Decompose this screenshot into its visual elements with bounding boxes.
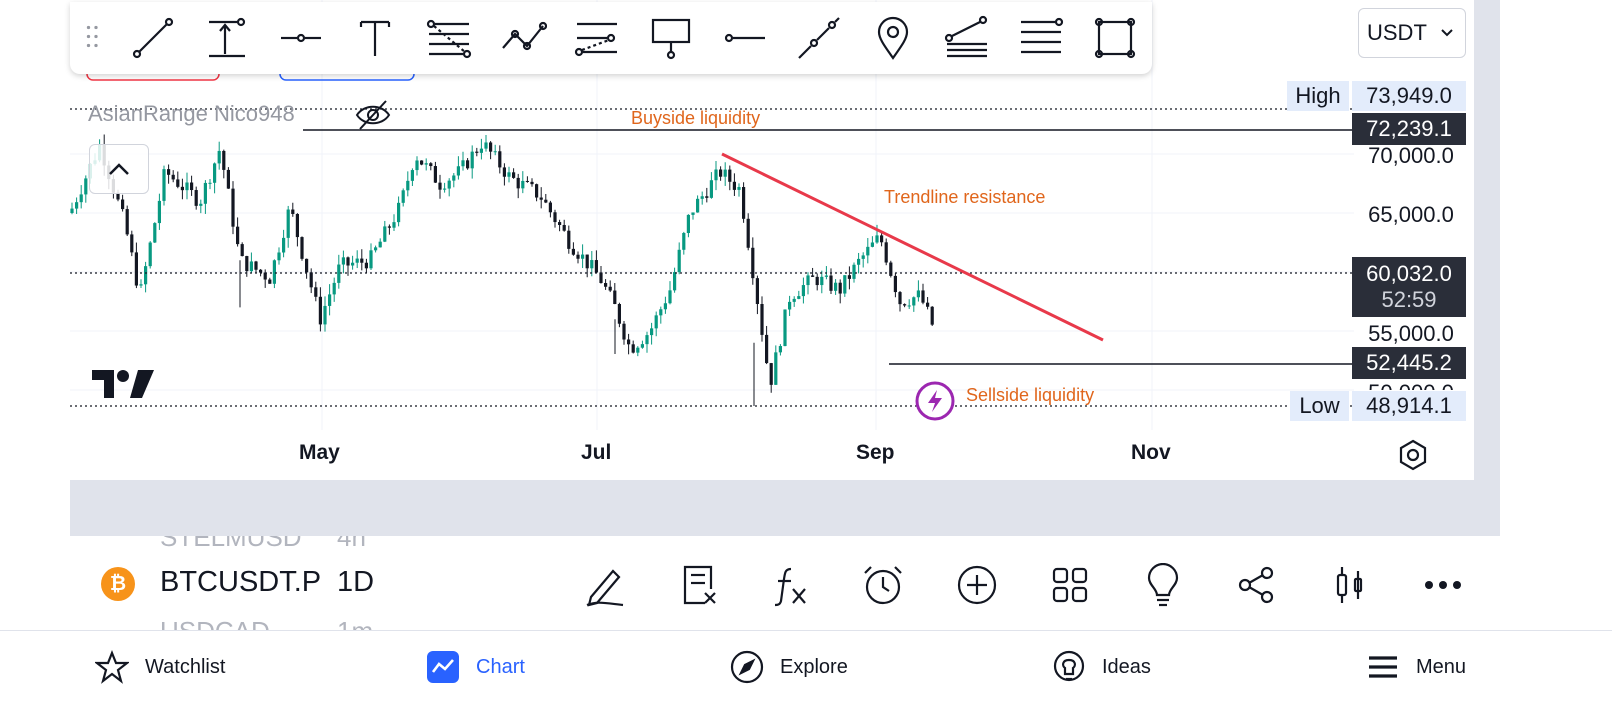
next-interval: 1m [337, 616, 373, 630]
vertical-range-icon[interactable] [190, 2, 264, 74]
more-icon [1425, 581, 1461, 589]
ray-icon[interactable] [782, 2, 856, 74]
buyside-liquidity-label[interactable]: Buyside liquidity [631, 108, 761, 128]
time-tick-sep: Sep [856, 441, 895, 464]
indicators-icon [774, 567, 806, 607]
watchlist-next-row[interactable]: USDCAD 1m [0, 616, 1612, 630]
chart-type-button[interactable] [1325, 560, 1375, 610]
alert-button[interactable] [858, 560, 908, 610]
parallel-channel-icon[interactable] [560, 2, 634, 74]
trendline-resistance-label[interactable]: Trendline resistance [884, 187, 1046, 207]
price-tick: 50,000.0 [1356, 380, 1466, 390]
current-price: 60,032.0 [1366, 261, 1452, 286]
low-value: 48,914.1 [1352, 391, 1466, 421]
pane-separator[interactable] [70, 480, 1500, 536]
tradingview-logo [92, 370, 154, 398]
chevron-down-icon [1441, 29, 1453, 37]
hamburger-menu-icon [1369, 656, 1397, 678]
price-note-icon[interactable] [634, 2, 708, 74]
ideas-button[interactable] [1138, 560, 1188, 610]
nav-ideas-label: Ideas [1102, 655, 1151, 678]
current-price-tag: 60,032.0 52:59 [1352, 257, 1466, 317]
ideas-icon [1053, 650, 1085, 682]
notes-icon [683, 565, 716, 605]
prev-interval: 4h [337, 536, 366, 552]
text-icon[interactable] [338, 2, 412, 74]
price-tick: 55,000.0 [1368, 321, 1454, 346]
next-symbol: USDCAD [160, 616, 270, 630]
layout-icon [1052, 567, 1088, 603]
notes-button[interactable] [674, 560, 724, 610]
chevron-up-icon [109, 163, 129, 175]
alert-icon [864, 566, 902, 605]
indicator-name: AsianRange Nico948 [88, 101, 295, 126]
lightning-icon[interactable] [914, 380, 956, 422]
time-tick-nov: Nov [1131, 441, 1171, 464]
nav-watchlist[interactable]: Watchlist [95, 647, 225, 687]
bar-countdown: 52:59 [1381, 287, 1437, 312]
currency-select[interactable]: USDT [1358, 8, 1466, 58]
nav-ideas[interactable]: Ideas [1052, 647, 1151, 687]
add-icon [957, 565, 997, 605]
draw-button[interactable] [580, 560, 630, 610]
more-button[interactable] [1418, 560, 1468, 610]
sellside-liquidity-label[interactable]: Sellside liquidity [966, 385, 1095, 405]
indicators-button[interactable] [766, 560, 816, 610]
chart-nav-icon [427, 651, 459, 683]
nav-menu[interactable]: Menu [1366, 647, 1466, 687]
symbol-name[interactable]: BTCUSDT.P [160, 566, 322, 598]
indicator-legend[interactable]: AsianRange Nico948 [88, 101, 295, 127]
compass-icon [730, 650, 764, 684]
pin-icon[interactable] [856, 2, 930, 74]
share-button[interactable] [1232, 560, 1282, 610]
buyside-price-tag: 72,239.1 [1352, 113, 1466, 145]
layout-button[interactable] [1045, 560, 1095, 610]
currency-value: USDT [1367, 20, 1427, 45]
pitchfork-icon[interactable] [1004, 2, 1078, 74]
nav-menu-label: Menu [1416, 655, 1467, 678]
symbol-interval[interactable]: 1D [337, 566, 375, 598]
nav-chart-label: Chart [476, 655, 525, 678]
price-tick: 70,000.0 [1368, 143, 1454, 168]
chart-type-icon [1336, 567, 1363, 603]
star-icon [95, 650, 129, 684]
low-label: Low [1290, 391, 1349, 421]
ideas-bulb-icon [1147, 563, 1179, 607]
sellside-price-tag: 52,445.2 [1352, 347, 1466, 379]
hide-eye-icon[interactable] [354, 98, 392, 132]
watchlist-prev-row[interactable]: STELMUSD 4h [0, 536, 1612, 552]
drawing-toolbar [70, 2, 1152, 74]
bottom-nav: Watchlist Chart Explore Ideas Menu [0, 630, 1612, 720]
rectangle-icon[interactable] [1078, 2, 1152, 74]
chart-settings-icon[interactable] [1396, 438, 1430, 472]
candles [70, 134, 934, 406]
trend-line-icon[interactable] [116, 2, 190, 74]
nav-watchlist-label: Watchlist [145, 655, 226, 678]
share-icon [1238, 566, 1274, 604]
scroll-edge [1474, 0, 1500, 480]
time-tick-jul: Jul [581, 441, 612, 464]
horizontal-line-icon[interactable] [708, 2, 782, 74]
fib-retracement-icon[interactable] [412, 2, 486, 74]
price-tick: 65,000.0 [1368, 202, 1454, 227]
time-tick-may: May [299, 441, 340, 464]
collapse-legend-button[interactable] [89, 144, 149, 194]
drag-grip-icon[interactable] [70, 2, 116, 74]
high-label: High [1287, 81, 1349, 111]
prev-symbol: STELMUSD [160, 536, 302, 552]
price-tick-clip: 50,000.0 [1352, 380, 1466, 390]
high-value: 73,949.0 [1352, 81, 1466, 111]
nav-explore[interactable]: Explore [730, 647, 848, 687]
bitcoin-icon: ₿ [101, 567, 135, 601]
draw-icon [586, 569, 624, 607]
fib-fan-icon[interactable] [930, 2, 1004, 74]
polyline-icon[interactable] [486, 2, 560, 74]
add-button[interactable] [952, 560, 1002, 610]
nav-explore-label: Explore [780, 655, 848, 678]
horizontal-ray-icon[interactable] [264, 2, 338, 74]
nav-chart[interactable]: Chart [426, 647, 525, 687]
